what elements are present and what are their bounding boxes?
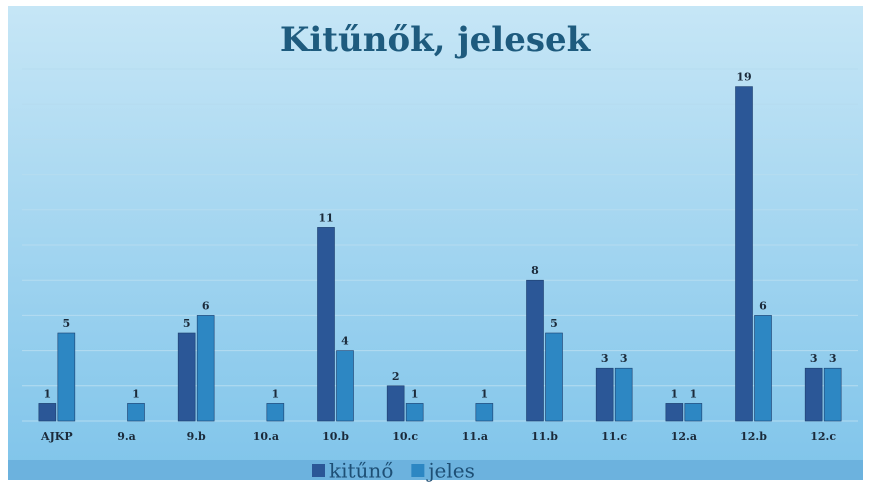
bar [266,403,285,422]
x-tick-label: 11.c [601,430,627,443]
bar [754,315,772,422]
x-tick-label: 10.a [253,430,279,443]
data-label: 1 [671,387,679,400]
bar [526,279,544,422]
data-label: 6 [202,299,210,312]
data-label: 1 [132,387,140,400]
bar [823,367,842,422]
data-label: 3 [620,352,628,365]
legend-label: kitűnő [329,459,393,483]
x-tick-label: 12.a [671,430,697,443]
bar [317,227,335,422]
legend-band [8,460,863,480]
bar [804,367,823,422]
bar [336,350,354,422]
legend-swatch [312,464,325,477]
data-label: 2 [392,370,400,383]
x-tick-label: 12.b [740,430,767,443]
bar [38,403,57,422]
bar [57,332,76,422]
bar [177,332,196,422]
bar [595,367,614,422]
data-label: 3 [829,352,837,365]
bar [545,332,563,422]
x-tick-label: 11.b [531,430,558,443]
bar [684,403,703,422]
background [8,6,863,480]
x-tick-label: 9.b [187,430,206,443]
data-label: 1 [690,387,698,400]
chart-title: Kitűnők, jelesek [280,20,592,60]
data-label: 1 [411,387,419,400]
bar [665,403,684,422]
x-tick-label: 10.c [392,430,418,443]
x-tick-label: 9.a [117,430,136,443]
data-label: 11 [318,211,333,224]
data-label: 19 [736,71,751,84]
data-label: 1 [272,387,280,400]
data-label: 5 [183,317,191,330]
data-label: 1 [44,387,52,400]
bar [475,403,494,422]
bar [614,367,633,422]
bar [127,403,145,422]
legend-swatch [411,464,425,477]
data-label: 3 [810,352,818,365]
bar [386,385,405,422]
x-tick-label: 12.c [810,430,836,443]
x-tick-label: 10.b [322,430,349,443]
data-label: 1 [481,387,489,400]
data-label: 5 [550,317,558,330]
bar [405,403,424,422]
data-label: 8 [531,264,539,277]
data-label: 4 [341,335,349,348]
bar [735,86,753,422]
data-label: 5 [63,317,71,330]
x-tick-label: 11.a [462,430,488,443]
x-tick-label: AJKP [40,430,73,443]
data-label: 6 [759,299,767,312]
data-label: 3 [601,352,609,365]
bar [196,315,215,422]
legend-label: jeles [426,459,475,483]
